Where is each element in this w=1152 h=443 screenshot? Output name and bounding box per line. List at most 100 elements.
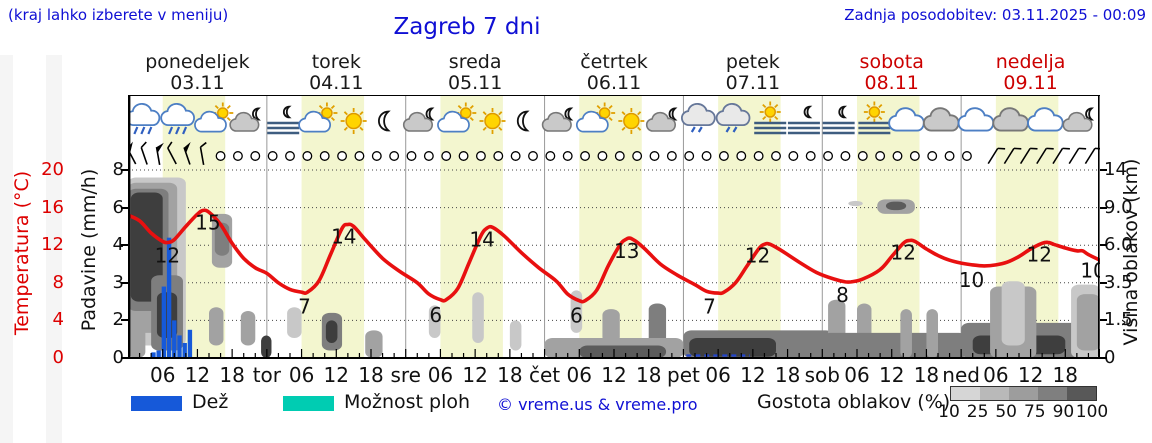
weather-icon-drizzle <box>715 103 751 133</box>
cloud-density-legend-label: Gostota oblakov (%) <box>757 391 951 413</box>
cloud-blob <box>822 332 967 358</box>
sun-ray <box>457 104 462 110</box>
wind-calm-icon <box>580 151 591 161</box>
axis-stub <box>121 281 128 284</box>
day-header-nedelja: nedelja 09.11 <box>956 52 1106 94</box>
barb-staff <box>199 146 205 166</box>
cloud-blob <box>579 345 667 358</box>
location-hint: (kraj lahko izberete v meniju) <box>8 6 229 24</box>
barb-staff <box>1019 147 1031 165</box>
sun-ray <box>469 104 474 110</box>
weather-icon-rain <box>128 103 161 135</box>
x-tick-label: 18 <box>219 363 244 387</box>
rain-streaks <box>725 126 731 133</box>
wind-calm-icon <box>354 151 365 161</box>
sun-ray <box>498 111 503 116</box>
weather-icon-sunny <box>479 108 506 134</box>
y-tick-label: 16 <box>41 196 64 218</box>
temperature-label: 12 <box>1027 243 1052 267</box>
temperature-label: 10 <box>1080 259 1100 283</box>
margin-strip-left <box>0 55 13 443</box>
day-date: 08.11 <box>864 72 919 94</box>
cloud-shape <box>1027 107 1064 132</box>
y-tick-label: 3.5 <box>1104 271 1133 293</box>
weather-icon-night-fog <box>267 105 300 135</box>
cloud-shape <box>680 103 716 127</box>
sun-ray <box>762 115 767 121</box>
rain-legend-swatch <box>131 396 182 411</box>
cloud-blob <box>1076 294 1100 351</box>
x-tick-label: 06 <box>705 363 730 387</box>
barb-tick <box>1013 147 1022 150</box>
weather-icon-day-fog <box>858 101 891 135</box>
sun-ray <box>343 111 348 116</box>
density-gradient-segment <box>1067 387 1096 400</box>
moon-crescent <box>803 105 813 119</box>
barb-tick <box>1046 147 1054 150</box>
barb-staff <box>1052 147 1064 165</box>
sun-disc <box>217 107 229 119</box>
wind-calm-icon <box>649 151 660 161</box>
day-boundary-label: sob <box>805 363 840 387</box>
day-header-torek: torek 04.11 <box>261 52 411 94</box>
rain-bar <box>177 335 182 358</box>
y-tick-label: 4 <box>112 234 124 256</box>
margin-strip-axis <box>46 55 62 443</box>
last-update-label: Zadnja posodobitev: 03.11.2025 - 00:09 <box>844 6 1146 24</box>
sun-ray <box>866 115 871 121</box>
cloud-blob <box>209 307 224 346</box>
x-tick-label: 18 <box>775 363 800 387</box>
sun-disc <box>623 112 640 130</box>
wind-calm-icon <box>909 151 920 161</box>
temperature-label: 6 <box>570 304 583 328</box>
wind-calm-icon <box>718 151 729 161</box>
weather-icon-night-fog <box>822 105 855 135</box>
weather-icon-cloudy-light <box>957 107 995 132</box>
day-date: 07.11 <box>725 72 781 94</box>
wind-calm-icon <box>892 151 903 161</box>
copyright-link[interactable]: © vreme.us & vreme.pro <box>497 395 698 414</box>
density-gradient-segment <box>1009 387 1038 400</box>
density-tick-label: 100 <box>1075 402 1109 422</box>
sun-ray <box>214 104 219 110</box>
weather-icon-sunny <box>618 108 645 134</box>
day-date: 06.11 <box>586 72 642 94</box>
wind-calm-icon <box>632 151 643 161</box>
day-name: nedelja <box>995 51 1066 73</box>
cloud-shape <box>645 111 676 132</box>
cloud-blob <box>602 309 620 343</box>
sun-ray <box>318 104 323 110</box>
wind-calm-icon <box>736 151 747 161</box>
rain-streaks <box>732 126 738 133</box>
sun-ray <box>866 103 871 109</box>
wind-barb-icon <box>199 141 207 166</box>
wind-calm-icon <box>961 151 972 161</box>
cloud-shape <box>541 111 572 132</box>
y-tick-label: 8 <box>112 159 124 180</box>
weather-icon-night-fog <box>787 105 820 135</box>
cloud-shape <box>298 110 331 133</box>
axis-stub <box>1100 319 1107 322</box>
x-tick-label: 12 <box>324 363 349 387</box>
moon-crescent <box>564 107 574 121</box>
cloud-blob <box>848 200 863 207</box>
sun-ray <box>774 115 779 121</box>
barb-tick <box>167 141 173 149</box>
weather-icon-drizzle <box>680 103 716 133</box>
weather-icon-night-cloud <box>229 107 261 132</box>
cloud-shape <box>957 107 995 132</box>
axis-stub <box>121 357 128 359</box>
wind-calm-icon <box>944 151 955 161</box>
weather-icon-night-clear <box>516 110 530 132</box>
cloud-blob <box>900 309 912 358</box>
y-tick-label: 12 <box>41 234 64 256</box>
cloud-shape <box>437 110 470 133</box>
wind-calm-icon <box>875 151 886 161</box>
density-tick-label: 25 <box>966 402 989 422</box>
temperature-label: 8 <box>836 283 849 307</box>
density-tick-label: 90 <box>1052 402 1075 422</box>
weather-icon-night-clear <box>378 110 391 132</box>
wind-calm-icon <box>458 151 469 161</box>
cloud-shape <box>1062 111 1093 132</box>
